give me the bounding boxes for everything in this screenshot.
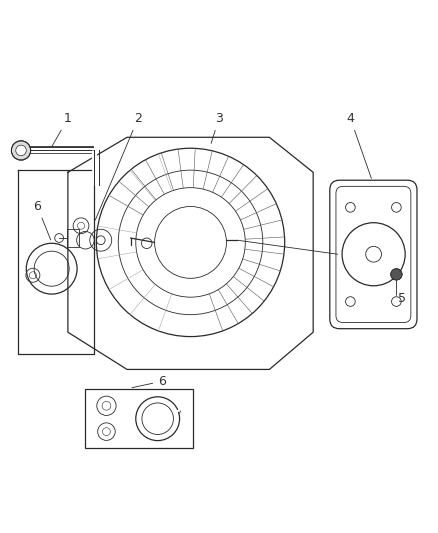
FancyBboxPatch shape — [336, 187, 411, 322]
Text: 1: 1 — [52, 112, 72, 147]
Text: 2: 2 — [95, 112, 142, 220]
Circle shape — [391, 269, 402, 280]
Text: 6: 6 — [132, 375, 166, 387]
Bar — [85, 389, 193, 448]
Text: 5: 5 — [398, 292, 406, 304]
Text: 6: 6 — [33, 199, 51, 240]
Text: 4: 4 — [346, 112, 371, 179]
Text: 3: 3 — [211, 112, 223, 143]
Bar — [67, 229, 79, 247]
Circle shape — [16, 145, 26, 156]
FancyBboxPatch shape — [330, 180, 417, 329]
Circle shape — [11, 141, 31, 160]
